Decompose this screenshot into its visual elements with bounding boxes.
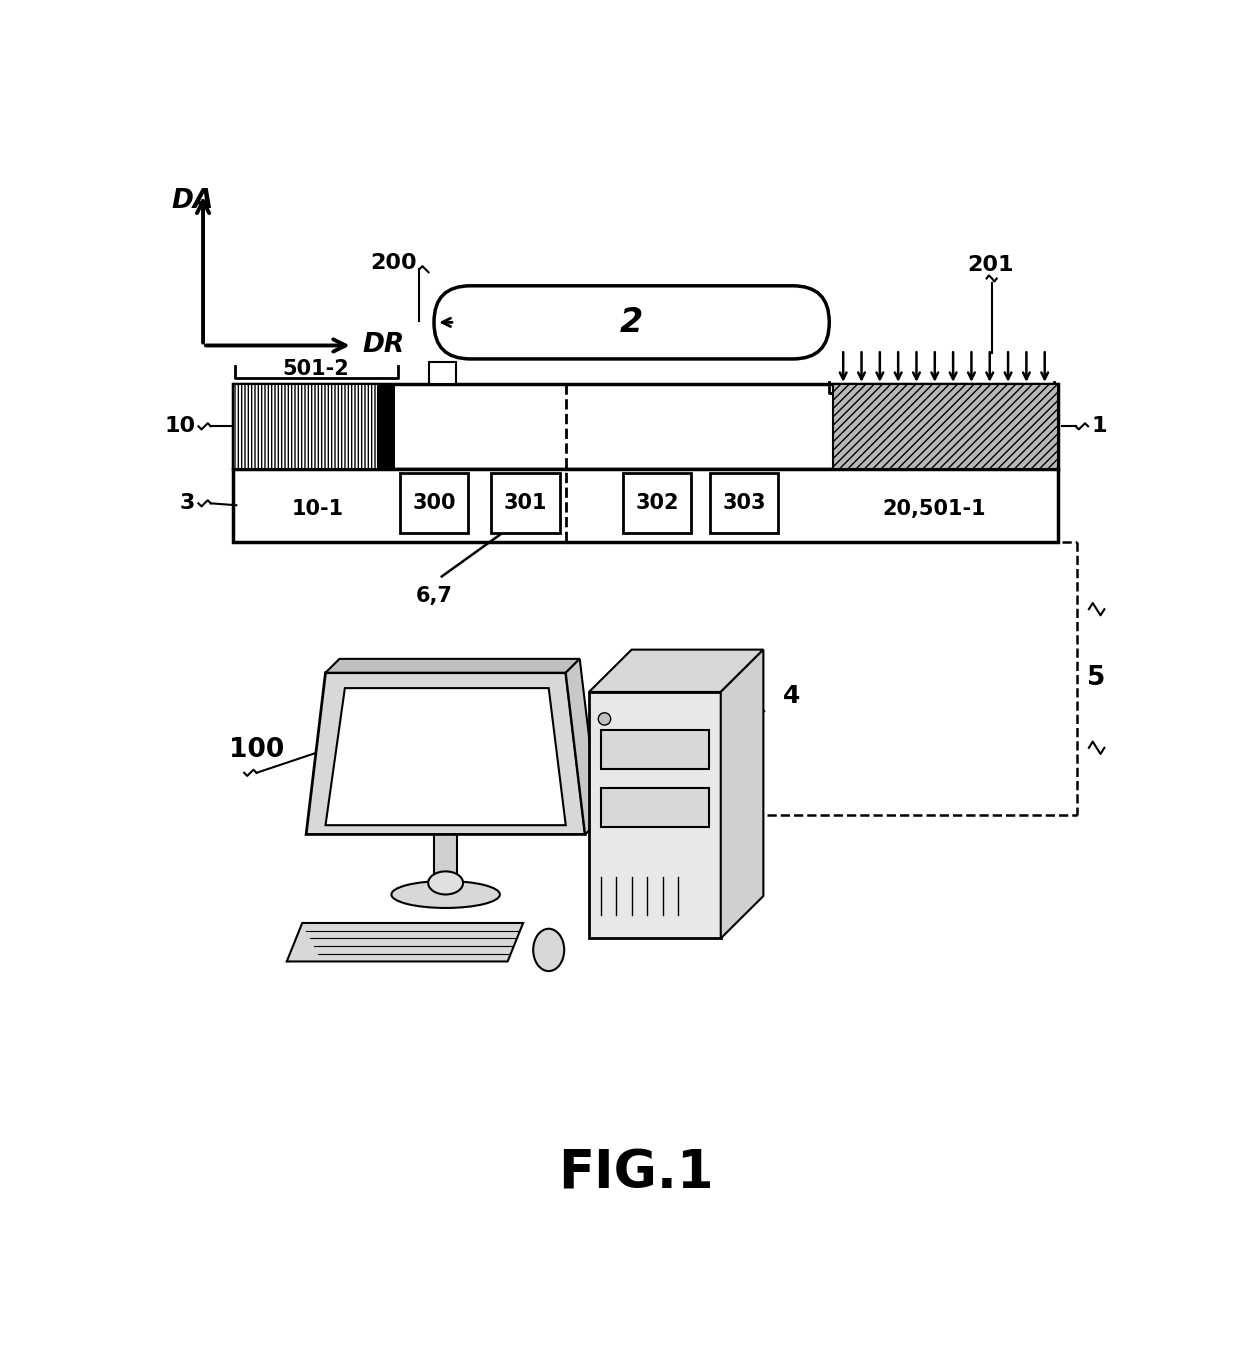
Bar	[233, 384, 378, 469]
Bar	[600, 731, 709, 769]
Text: 10-1: 10-1	[291, 499, 343, 520]
Ellipse shape	[428, 872, 463, 894]
Text: 302: 302	[635, 492, 680, 513]
Polygon shape	[589, 692, 720, 938]
Text: 200: 200	[371, 254, 417, 273]
FancyBboxPatch shape	[434, 285, 830, 359]
Text: 300: 300	[412, 492, 456, 513]
Polygon shape	[306, 673, 585, 835]
Text: DA: DA	[171, 188, 213, 214]
Polygon shape	[325, 659, 580, 673]
Ellipse shape	[533, 928, 564, 971]
Bar	[491, 473, 559, 532]
Polygon shape	[325, 688, 565, 825]
Bar	[378, 384, 396, 469]
Ellipse shape	[392, 882, 500, 908]
Polygon shape	[286, 923, 523, 961]
Polygon shape	[589, 650, 764, 692]
Bar	[434, 835, 458, 880]
Text: DR: DR	[363, 333, 404, 358]
Bar	[233, 384, 1058, 469]
Text: 3: 3	[180, 494, 196, 513]
Polygon shape	[565, 659, 599, 835]
Text: FIG.1: FIG.1	[558, 1148, 713, 1200]
Bar	[399, 473, 467, 532]
Text: 201: 201	[967, 255, 1014, 274]
Bar	[709, 473, 779, 532]
Bar	[833, 384, 1058, 469]
Text: 501-2: 501-2	[283, 359, 350, 378]
Text: 2: 2	[620, 306, 644, 339]
Text: 1: 1	[1091, 417, 1107, 436]
Bar	[233, 469, 1058, 542]
Text: 5: 5	[1087, 665, 1106, 691]
Text: 100: 100	[228, 736, 284, 762]
Text: 6,7: 6,7	[415, 587, 453, 606]
Text: 303: 303	[722, 492, 766, 513]
Bar	[624, 473, 692, 532]
Polygon shape	[720, 650, 764, 938]
Ellipse shape	[598, 713, 611, 725]
Bar	[429, 362, 456, 384]
Text: 4: 4	[782, 684, 800, 707]
Bar	[600, 788, 709, 827]
Text: 20,501-1: 20,501-1	[882, 499, 986, 520]
Text: 10: 10	[164, 417, 196, 436]
Text: 301: 301	[503, 492, 547, 513]
